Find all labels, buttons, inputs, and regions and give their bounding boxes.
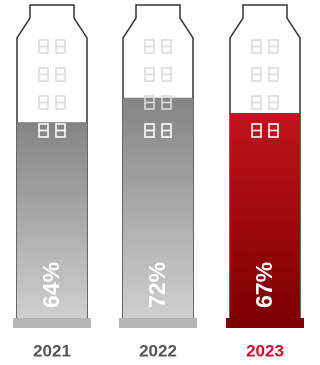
- category-label: 2021: [33, 341, 71, 360]
- value-label: 67%: [251, 262, 277, 308]
- category-label: 2022: [139, 341, 177, 360]
- value-label: 72%: [144, 262, 170, 308]
- base: [226, 318, 304, 328]
- base: [119, 318, 197, 328]
- category-label: 2023: [246, 341, 284, 360]
- value-label: 64%: [38, 262, 64, 308]
- base: [13, 318, 91, 328]
- chart: 64% 2021 72% 2022 67% 2023: [0, 0, 317, 365]
